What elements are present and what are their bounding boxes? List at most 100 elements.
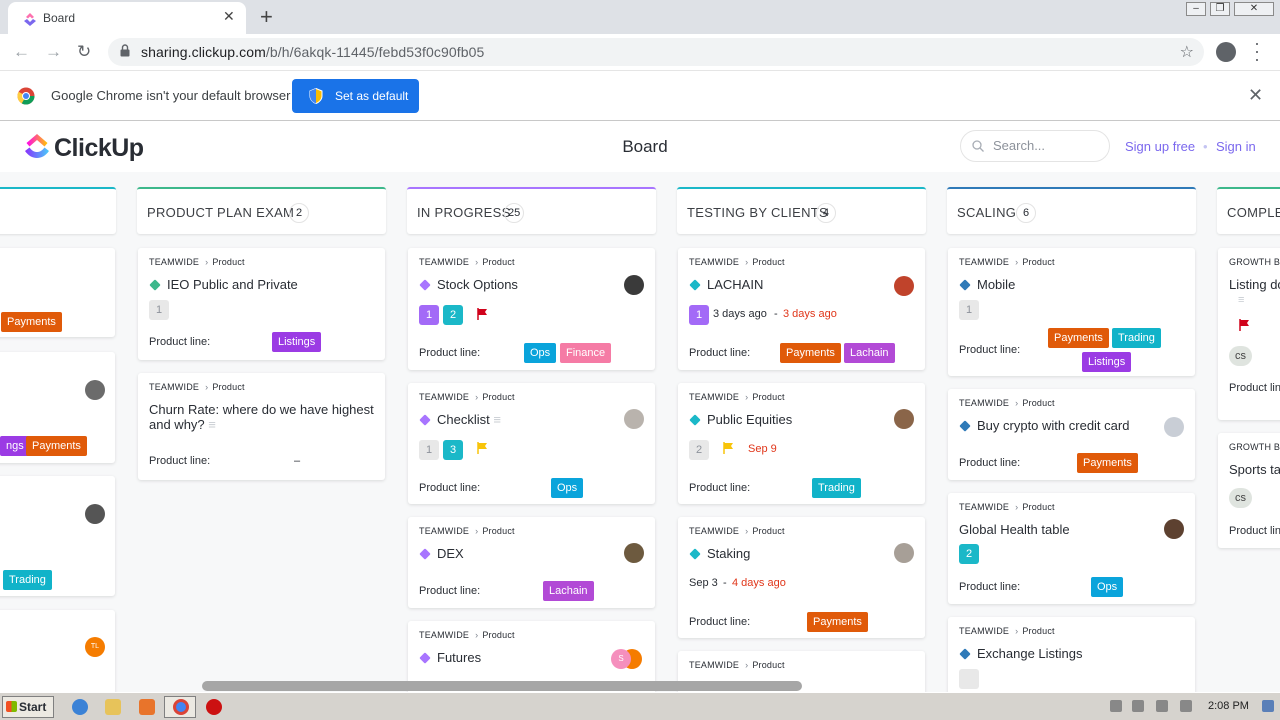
shield-icon [309, 88, 323, 104]
volume-icon[interactable] [1132, 700, 1144, 712]
task-card[interactable]: TEAMWIDE › Product LACHAIN 1 3 days ago - … [678, 248, 925, 370]
description-icon: ≡ [1238, 294, 1245, 306]
search-box[interactable] [960, 130, 1110, 162]
task-card[interactable]: TEAMWIDE › Product Global Health table 2 P… [948, 493, 1195, 604]
board-view[interactable]: Payments ngs Payments Trading TL PRODUCT… [0, 172, 1280, 692]
tag-listings: Listings [272, 332, 322, 352]
task-card[interactable]: TEAMWIDE › Product Exchange Listings [948, 617, 1195, 692]
chrome-menu-icon[interactable]: · · · [1254, 33, 1260, 69]
product-line-label: Product line: [689, 616, 751, 628]
product-line-label: Product line: [959, 344, 1021, 356]
profile-icon[interactable] [1216, 42, 1236, 62]
task-card[interactable]: ngs Payments [0, 352, 115, 463]
task-card[interactable]: Payments [0, 248, 115, 337]
sign-up-link[interactable]: Sign up free [1125, 139, 1196, 154]
sign-in-link[interactable]: Sign in [1216, 139, 1256, 154]
stop-icon[interactable] [206, 699, 222, 715]
card-breadcrumb: TEAMWIDE › Product [419, 630, 515, 640]
tag-listings: ngs [0, 436, 30, 456]
checklist-count: 2 [443, 305, 463, 325]
card-breadcrumb: TEAMWIDE › Product [419, 257, 515, 267]
status-diamond-icon [959, 420, 971, 432]
horizontal-scrollbar[interactable] [202, 681, 802, 691]
card-title[interactable]: Staking [689, 546, 750, 561]
clickup-favicon-icon [24, 13, 36, 26]
card-title[interactable]: IEO Public and Private [149, 277, 298, 292]
card-title[interactable]: Global Health table [959, 522, 1070, 537]
task-card[interactable]: TEAMWIDE › Product Churn Rate: where do we… [138, 373, 385, 480]
card-breadcrumb: TEAMWIDE › Product [689, 257, 785, 267]
task-card[interactable]: TEAMWIDE › Product Stock Options 1 2 Produ… [408, 248, 655, 370]
column-header: TESTING BY CLIENTS 4 [677, 187, 926, 234]
task-card[interactable]: TEAMWIDE › Product IEO Public and Private … [138, 248, 385, 360]
bookmark-star-icon[interactable]: ☆ [1179, 44, 1194, 61]
back-icon[interactable]: ← [13, 42, 30, 61]
media-player-icon[interactable] [139, 699, 155, 715]
board-column-scaling: SCALING 6 TEAMWIDE › Product Mobile 1 Prod… [947, 187, 1196, 692]
show-desktop-icon[interactable] [1262, 700, 1274, 712]
tab-close-icon[interactable]: ✕ [223, 8, 235, 24]
start-button[interactable]: Start [2, 696, 54, 718]
product-line-label: Product line: [959, 457, 1021, 469]
avatar [85, 380, 105, 400]
flag-icon[interactable] [1180, 700, 1192, 712]
taskbar-clock: 2:08 PM [1208, 700, 1249, 712]
board-column-partial: Payments ngs Payments Trading TL [0, 187, 116, 692]
card-title[interactable]: Sports ta [1229, 462, 1280, 477]
tray-arrow-icon[interactable] [1110, 700, 1122, 712]
task-card[interactable]: TEAMWIDE › Product Futures S [408, 621, 655, 692]
date-separator: - [723, 577, 727, 589]
status-diamond-icon [689, 414, 701, 426]
set-as-default-button[interactable]: Set as default [292, 79, 419, 113]
avatar [1164, 519, 1184, 539]
task-card[interactable]: GROWTH B Listing do ≡ cs Product lin [1218, 248, 1280, 420]
task-card[interactable]: GROWTH B Sports ta cs Product lin [1218, 433, 1280, 548]
restore-icon[interactable]: ❐ [1210, 2, 1230, 16]
new-tab-icon[interactable]: + [260, 4, 273, 29]
due-date: 4 days ago [732, 577, 786, 589]
board-column-complete: COMPLET GROWTH B Listing do ≡ cs Product… [1217, 187, 1280, 548]
search-input[interactable] [993, 138, 1098, 153]
avatar [894, 409, 914, 429]
tag-ops: Ops [551, 478, 584, 498]
card-title[interactable]: DEX [419, 546, 464, 561]
card-title[interactable]: Stock Options [419, 277, 518, 292]
minimize-icon[interactable]: – [1186, 2, 1206, 16]
card-title[interactable]: Public Equities [689, 412, 792, 427]
address-bar[interactable]: sharing.clickup.com/b/h/6akqk-11445/febd… [108, 38, 1204, 66]
card-title[interactable]: Exchange Listings [959, 646, 1083, 661]
card-title[interactable]: Mobile [959, 277, 1015, 292]
ie-icon[interactable] [72, 699, 88, 715]
card-title[interactable]: LACHAIN [689, 277, 763, 292]
task-card[interactable]: TEAMWIDE › Product Checklist ≡ 1 3 Product… [408, 383, 655, 504]
task-card[interactable]: TEAMWIDE › Product DEX Product line: Lacha… [408, 517, 655, 608]
card-title[interactable]: Churn Rate: where do we have highest and… [149, 402, 374, 432]
card-title[interactable]: Listing do [1229, 277, 1280, 292]
status-diamond-icon [959, 648, 971, 660]
network-icon[interactable] [1156, 700, 1168, 712]
infobar-close-icon[interactable]: ✕ [1248, 85, 1264, 105]
card-breadcrumb: TEAMWIDE › Product [419, 526, 515, 536]
task-card[interactable]: TL [0, 610, 115, 692]
card-title[interactable]: Futures [419, 650, 481, 665]
explorer-icon[interactable] [105, 699, 121, 715]
task-card[interactable]: TEAMWIDE › Product Buy crypto with credit … [948, 389, 1195, 480]
clickup-logo-text[interactable]: ClickUp [54, 134, 144, 162]
product-line-label: Product line: [419, 585, 481, 597]
start-date: Sep 3 [689, 577, 718, 589]
task-card[interactable]: TEAMWIDE › Product Public Equities 2 Sep 9… [678, 383, 925, 504]
avatar [894, 543, 914, 563]
forward-icon[interactable]: → [45, 42, 62, 61]
task-card[interactable]: TEAMWIDE › Product Mobile 1 Product line: … [948, 248, 1195, 376]
close-window-icon[interactable]: ✕ [1234, 2, 1274, 16]
reload-icon[interactable]: ↻ [77, 42, 92, 61]
card-title[interactable]: Buy crypto with credit card [959, 418, 1129, 433]
status-diamond-icon [959, 279, 971, 291]
card-title[interactable]: Checklist ≡ [419, 412, 501, 427]
task-card[interactable]: TEAMWIDE › Product Staking Sep 3 - 4 days … [678, 517, 925, 638]
browser-tab[interactable]: Board ✕ [8, 2, 246, 34]
card-breadcrumb: TEAMWIDE › Product [149, 257, 245, 267]
clickup-header: ClickUp Board Sign up free • Sign in [0, 122, 1280, 172]
task-card[interactable]: Trading [0, 476, 115, 596]
chrome-taskbar-button[interactable] [164, 696, 196, 718]
